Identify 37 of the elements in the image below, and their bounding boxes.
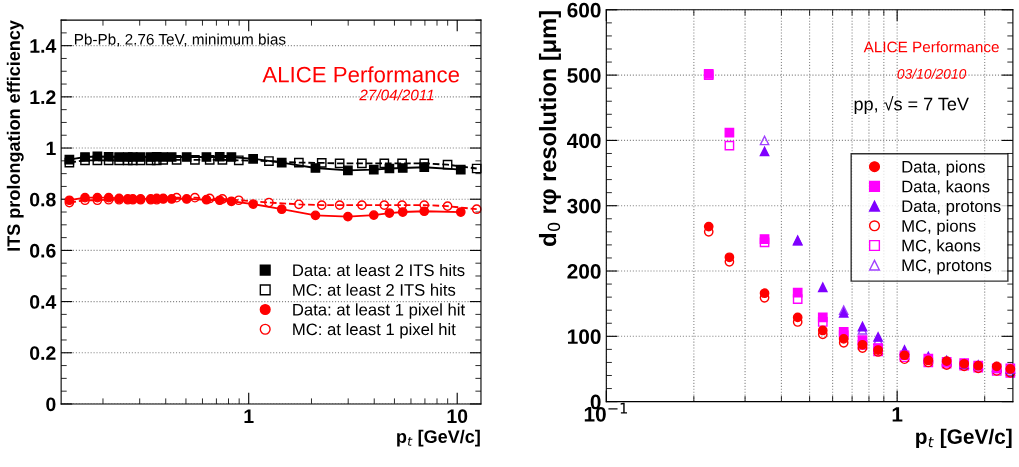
- legend-label: MC, protons: [902, 259, 992, 275]
- legend-label: MC: at least 2 ITS hits: [293, 283, 456, 296]
- legend-label: Data: at least 2 ITS hits: [293, 263, 465, 277]
- y-tick-label: 0.2: [30, 346, 56, 361]
- legend-label: Data: at least 1 pixel hit: [293, 303, 465, 319]
- y-tick-label: 400: [567, 133, 601, 149]
- y-tick-label: 200: [567, 264, 601, 279]
- legend-label: Data, protons: [902, 200, 1001, 216]
- annotation: 27/04/2011: [359, 89, 434, 101]
- y-tick-label: 600: [567, 2, 601, 18]
- legend-label: MC: at least 1 pixel hit: [293, 323, 456, 339]
- y-tick-label: 1: [46, 141, 56, 156]
- legend-label: MC, pions: [902, 219, 976, 236]
- y-tick-label: 1.2: [30, 90, 56, 104]
- x-tick-label: 1: [892, 407, 903, 422]
- y-tick-label: 0: [46, 397, 56, 412]
- annotation: pp, √s = 7 TeV: [854, 96, 969, 115]
- x-axis-title: p$_{t}$ [GeV/c]: [397, 429, 480, 447]
- y-tick-label: 500: [567, 68, 601, 83]
- annotation: ALICE Performance: [262, 66, 459, 83]
- x-tick-label: 1: [244, 409, 254, 423]
- y-tick-label: 0.8: [30, 192, 56, 207]
- y-tick-label: 1.4: [30, 39, 57, 53]
- y-axis-title: d$_{0}$ rφ resolution [μm]: [538, 11, 561, 246]
- y-tick-label: 100: [568, 329, 601, 345]
- annotation: Pb-Pb, 2.76 TeV, minimum bias: [74, 33, 286, 47]
- annotation: 03/10/2010: [897, 68, 967, 79]
- legend-label: Data, kaons: [902, 180, 990, 195]
- y-tick-label: 0.4: [30, 295, 57, 309]
- y-tick-label: 300: [567, 198, 601, 214]
- legend-label: Data, pions: [902, 160, 985, 176]
- x-tick-label: 10: [447, 409, 468, 424]
- x-axis-title: p$_{t}$ [GeV/c]: [916, 428, 1012, 449]
- y-axis-title: ITS prolongation efficiency: [6, 20, 24, 251]
- legend-label: MC, kaons: [902, 239, 981, 254]
- y-tick-label: 0.6: [30, 243, 56, 258]
- annotation: ALICE Performance: [863, 41, 999, 53]
